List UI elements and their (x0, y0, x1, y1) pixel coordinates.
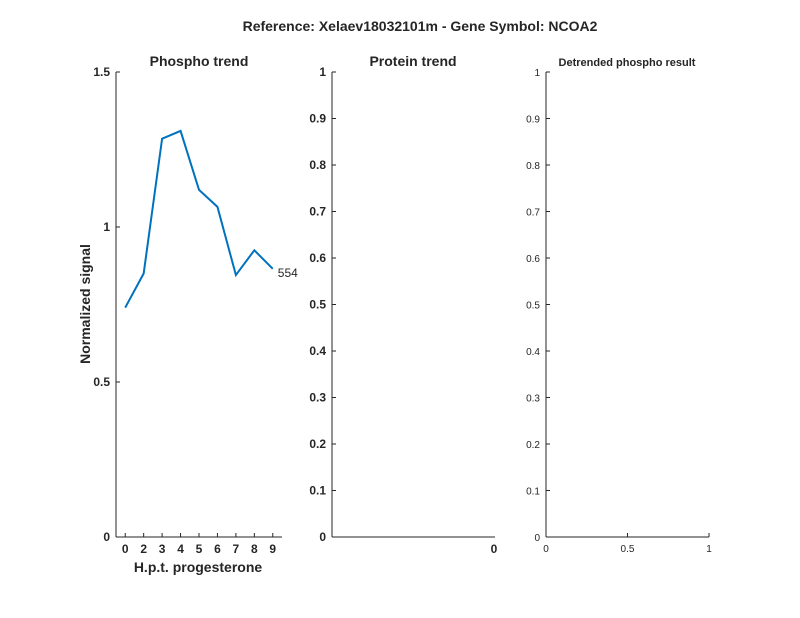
phospho-x-tick-label: 8 (251, 542, 258, 556)
protein-y-tick-label: 0.7 (309, 205, 326, 219)
detrended-panel: Detrended phospho result 0 0.1 0.2 0.3 0.4 0.… (526, 57, 712, 555)
protein-y-tick-label: 0.3 (309, 391, 326, 405)
protein-y-tick-label: 0.2 (309, 437, 326, 451)
detrended-y-tick-label: 1 (534, 68, 540, 79)
protein-y-tick-label: 0.6 (309, 251, 326, 265)
detrended-x-tick-label: 0 (543, 544, 549, 555)
protein-y-tick-label: 0.8 (309, 158, 326, 172)
detrended-x-tick-label: 0.5 (621, 544, 635, 555)
phospho-x-tick-label: 9 (269, 542, 276, 556)
detrended-y-tick-label: 0.5 (526, 301, 540, 312)
phospho-x-tick-label: 3 (159, 542, 166, 556)
protein-y-tick-label: 0.9 (309, 112, 326, 126)
detrended-y-tick-label: 0.8 (526, 161, 540, 172)
phospho-x-tick-label: 4 (177, 542, 184, 556)
phospho-trend-title: Phospho trend (150, 53, 249, 69)
detrended-y-tick-label: 0.7 (526, 208, 540, 219)
phospho-y-tick-label: 1.5 (93, 65, 110, 79)
protein-x-tick-label: 0 (491, 542, 498, 556)
protein-trend-title: Protein trend (369, 53, 456, 69)
detrended-y-tick-label: 0.2 (526, 440, 540, 451)
protein-trend-panel: Protein trend 0 0.1 0.2 0.3 0.4 0.5 0.6 0.7 0.8 0… (309, 53, 497, 556)
figure-title: Reference: Xelaev18032101m - Gene Symbol… (243, 18, 598, 34)
phospho-x-tick-label: 7 (233, 542, 240, 556)
detrended-y-tick-label: 0.9 (526, 115, 540, 126)
detrended-y-tick-label: 0.4 (526, 347, 540, 358)
detrended-y-tick-label: 0.6 (526, 254, 540, 265)
phospho-x-tick-label: 6 (214, 542, 221, 556)
phospho-x-label: H.p.t. progesterone (134, 559, 263, 575)
phospho-series-line (124, 129, 274, 309)
protein-y-tick-label: 0.4 (309, 344, 326, 358)
phospho-series-label: 554 (278, 266, 298, 280)
detrended-y-tick-label: 0.3 (526, 394, 540, 405)
phospho-x-tick-label: 2 (140, 542, 147, 556)
protein-y-tick-label: 0.5 (309, 298, 326, 312)
phospho-x-tick-label: 0 (122, 542, 129, 556)
phospho-y-label: Normalized signal (77, 244, 93, 364)
phospho-y-tick-label: 0.5 (93, 375, 110, 389)
detrended-title: Detrended phospho result (559, 57, 696, 69)
detrended-y-tick-label: 0.1 (526, 487, 540, 498)
protein-y-tick-label: 0.1 (309, 484, 326, 498)
protein-y-tick-label: 1 (319, 65, 326, 79)
phospho-y-tick-label: 0 (103, 530, 110, 544)
detrended-y-tick-label: 0 (534, 533, 540, 544)
phospho-x-tick-label: 5 (196, 542, 203, 556)
protein-y-tick-label: 0 (319, 530, 326, 544)
phospho-y-tick-label: 1 (103, 220, 110, 234)
detrended-x-tick-label: 1 (706, 544, 712, 555)
